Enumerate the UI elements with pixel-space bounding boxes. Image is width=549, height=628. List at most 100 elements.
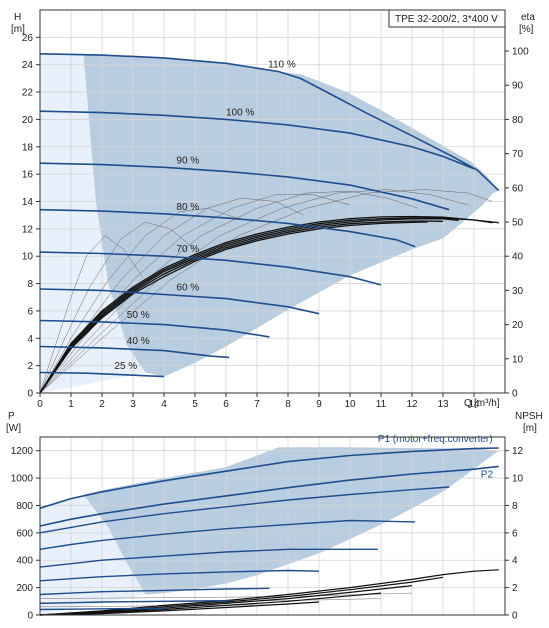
eta-curve <box>39 221 428 394</box>
y-tick-label: 800 <box>16 501 33 512</box>
eta-curve <box>39 217 493 394</box>
eta-curve <box>39 220 444 394</box>
y-tick-label: 200 <box>16 583 33 594</box>
y2-tick-label: 100 <box>512 47 529 58</box>
eta-axis-label: eta <box>521 12 535 23</box>
speed-label: 80 % <box>176 202 199 213</box>
y-tick-label: 0 <box>27 611 33 622</box>
y2-tick-label: 60 <box>512 183 524 194</box>
eta-partial-curve <box>39 235 143 394</box>
speed-label: 100 % <box>226 107 254 118</box>
x-tick-label: 10 <box>344 399 356 410</box>
head-curve-8 <box>39 345 230 359</box>
head-curve-6 <box>39 288 320 315</box>
x-tick-label: 2 <box>99 399 105 410</box>
y-tick-label: 8 <box>27 279 33 290</box>
y-tick-label: 22 <box>22 88 34 99</box>
x-tick-label: 12 <box>406 399 418 410</box>
x-tick-label: 5 <box>192 399 198 410</box>
head-axis-unit: [m] <box>11 24 25 35</box>
x-tick-label: 3 <box>130 399 136 410</box>
speed-label: 60 % <box>176 283 199 294</box>
power-curve-5 <box>39 548 378 568</box>
power-series-label: P1 (motor+freq.converter) <box>378 434 493 445</box>
y2-tick-label: 12 <box>512 446 524 457</box>
y-tick-label: 12 <box>22 224 34 235</box>
x-tick-label: 9 <box>316 399 322 410</box>
y-tick-label: 20 <box>22 115 34 126</box>
chart-title: TPE 32-200/2, 3*400 V <box>395 14 498 25</box>
y-tick-label: 600 <box>16 528 33 539</box>
y-tick-label: 1000 <box>11 474 34 485</box>
y-tick-label: 14 <box>22 197 34 208</box>
power-chart: P1 (motor+freq.converter)P2 020040060080… <box>6 411 543 622</box>
npsh-axis-unit: [m] <box>523 423 537 434</box>
speed-label: 25 % <box>114 361 137 372</box>
npsh-curve <box>39 576 444 616</box>
npsh-curve <box>39 601 320 616</box>
power-low-speed-region <box>40 494 146 615</box>
y-tick-label: 24 <box>22 60 34 71</box>
x-tick-label: 11 <box>376 399 387 410</box>
power-curve-1 <box>39 447 499 509</box>
y-tick-label: 26 <box>22 33 34 44</box>
chart-title-box: TPE 32-200/2, 3*400 V <box>388 9 506 28</box>
power-curve-3 <box>39 486 450 534</box>
head-curve-1 <box>39 53 500 192</box>
y2-tick-label: 90 <box>512 81 524 92</box>
eta-partial-curve <box>39 221 196 394</box>
x-tick-label: 7 <box>254 399 260 410</box>
y2-tick-label: 40 <box>512 252 524 263</box>
head-chart: 110 % 100 % 90 % 80 % 70 % 60 % 50 % 40 % 25 % 0… <box>11 9 535 410</box>
power-curve-8 <box>39 599 230 605</box>
y2-tick-label: 2 <box>512 583 518 594</box>
y2-tick-label: 6 <box>512 528 518 539</box>
y-tick-label: 2 <box>27 361 33 372</box>
head-curve-4 <box>39 208 416 248</box>
power-curve-4 <box>39 519 416 550</box>
power-curve-2 <box>39 465 499 527</box>
x-tick-label: 6 <box>223 399 229 410</box>
y-tick-label: 4 <box>27 334 33 345</box>
speed-label: 70 % <box>176 244 199 255</box>
y2-tick-label: 10 <box>512 354 524 365</box>
head-curve-3 <box>39 162 450 211</box>
head-curve-9 <box>39 371 165 378</box>
x-tick-label: 1 <box>68 399 74 410</box>
npsh-axis-label: NPSH <box>515 411 543 422</box>
eta-partial-curve <box>39 190 419 394</box>
q-axis-label: Q <box>464 398 472 409</box>
head-axis-label: H <box>14 12 21 23</box>
power-axis-unit: [W] <box>6 423 21 434</box>
low-speed-region <box>40 53 146 394</box>
x-tick-label: 4 <box>161 399 167 410</box>
q-axis-unit: [m³/h] <box>474 398 500 409</box>
y2-tick-label: 10 <box>512 474 524 485</box>
y2-tick-label: 0 <box>512 389 518 400</box>
npsh-partial-curve <box>39 592 413 599</box>
y-tick-label: 1200 <box>11 446 34 457</box>
head-curve-7 <box>39 319 270 338</box>
y-tick-label: 6 <box>27 306 33 317</box>
y-tick-label: 10 <box>22 252 34 263</box>
speed-label: 110 % <box>268 60 296 71</box>
y2-tick-label: 30 <box>512 286 524 297</box>
y-tick-label: 18 <box>22 142 34 153</box>
y-tick-label: 0 <box>27 389 33 400</box>
speed-label: 40 % <box>127 336 150 347</box>
x-tick-label: 13 <box>437 399 449 410</box>
power-series-label: P2 <box>481 469 494 480</box>
power-curve-9 <box>39 607 165 611</box>
eta-axis-unit: [%] <box>519 24 534 35</box>
speed-label: 90 % <box>176 155 199 166</box>
y2-tick-label: 8 <box>512 501 518 512</box>
y2-tick-label: 0 <box>512 611 518 622</box>
y2-tick-label: 20 <box>512 320 524 331</box>
y-tick-label: 16 <box>22 170 34 181</box>
eta-partial-curve <box>39 189 493 394</box>
y2-tick-label: 50 <box>512 218 524 229</box>
y2-tick-label: 80 <box>512 115 524 126</box>
power-chart-frame <box>39 436 506 616</box>
eta-curve <box>39 218 459 394</box>
y2-tick-label: 70 <box>512 149 524 160</box>
